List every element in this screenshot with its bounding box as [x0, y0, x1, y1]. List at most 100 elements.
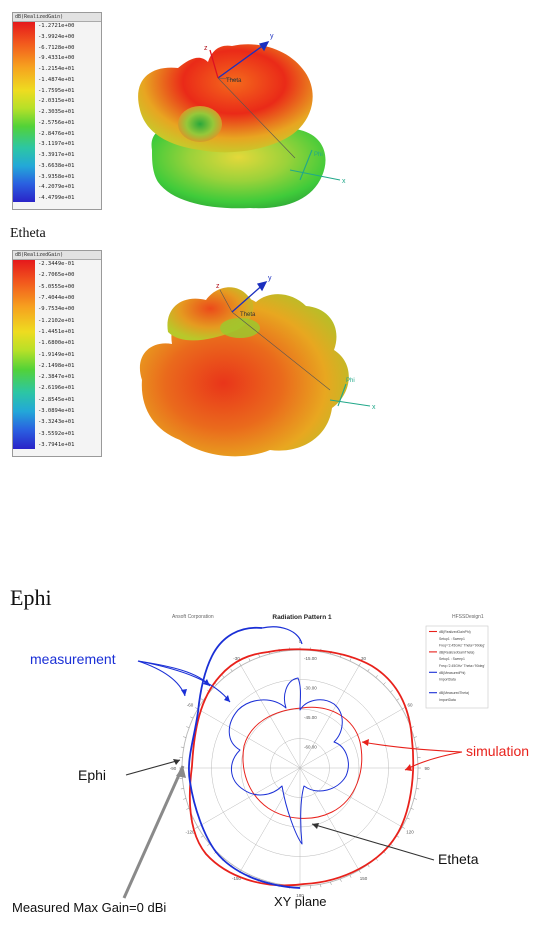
polar-tick — [320, 884, 321, 887]
pattern-legend-entry: Setup1 : Sweep1 — [439, 637, 465, 641]
top-scale-tick: -2.8476e+01 — [38, 131, 101, 137]
annotation-arrows — [124, 661, 462, 898]
top-axis-x-label: x — [342, 178, 346, 185]
top-scale-tick: -1.4874e+01 — [38, 77, 101, 83]
bottom-scale-tick: -3.7941e+01 — [38, 442, 101, 448]
bottom-scale-title: dB(RealizedGain) — [13, 251, 101, 260]
polar-tick — [397, 699, 399, 701]
top-scale-tick: -6.7128e+00 — [38, 45, 101, 51]
top-scale-tick: -4.2079e+01 — [38, 184, 101, 190]
polar-tick — [390, 690, 392, 692]
top-scale-tick: -9.4331e+00 — [38, 55, 101, 61]
max-gain-annotation: Measured Max Gain=0 dBi — [12, 900, 166, 915]
polar-grid — [179, 647, 421, 889]
top-scale-tick: -2.0315e+01 — [38, 98, 101, 104]
bottom-scale-tick: -1.9149e+01 — [38, 352, 101, 358]
polar-tick — [249, 658, 250, 661]
polar-angle-label: 90 — [424, 766, 430, 771]
bottom-scale-tick: -3.5592e+01 — [38, 431, 101, 437]
polar-ring-label: -15.00 — [304, 656, 317, 661]
polar-tick — [402, 708, 405, 710]
bottom-scale-tick: -2.6196e+01 — [38, 385, 101, 391]
top-color-bar — [13, 22, 35, 202]
etheta-annotation: Etheta — [438, 851, 479, 867]
polar-tick — [240, 663, 242, 666]
bottom-gain-scale: dB(RealizedGain) -2.3449e-01-2.7065e+00-… — [12, 250, 102, 457]
top-scale-tick: -2.5756e+01 — [38, 120, 101, 126]
pattern-legend-entry: ImportData — [439, 678, 456, 682]
top-scale-tick: -3.9924e+00 — [38, 34, 101, 40]
top-scale-title: dB(RealizedGain) — [13, 13, 101, 22]
polar-spoke — [241, 768, 300, 870]
polar-tick — [186, 808, 189, 809]
polar-tick — [201, 836, 203, 838]
pattern-legend-entry: dB(RealizedGainPhi) — [439, 630, 471, 634]
polar-angle-label: 120 — [406, 830, 414, 835]
measurement-annotation: measurement — [30, 651, 116, 667]
top-phi-label: Phi — [314, 152, 323, 158]
pattern-legend-entry: dB(RealizedGainTheta) — [439, 650, 474, 654]
polar-tick — [416, 788, 419, 789]
bottom-axis-z-label: z — [216, 283, 220, 290]
polar-tick — [190, 717, 193, 718]
top-scale-tick: -2.3035e+01 — [38, 109, 101, 115]
polar-ring-label: -45.00 — [304, 715, 317, 720]
pattern-legend-entry: dB(MeasuredTheta) — [439, 691, 469, 695]
bottom-scale-tick: -1.6800e+01 — [38, 340, 101, 346]
polar-tick — [407, 818, 410, 819]
pattern-header-left: Ansoft Corporation — [172, 614, 214, 620]
polar-angle-label: 60 — [407, 703, 413, 708]
etheta-section-label: Etheta — [10, 226, 46, 242]
pattern-legend-entry: dB(MeasuredPhi) — [439, 671, 465, 675]
polar-spoke — [198, 709, 300, 768]
polar-tick — [183, 799, 186, 800]
polar-tick — [195, 827, 198, 829]
polar-tick — [259, 654, 260, 657]
annotation-arrowheads — [173, 679, 412, 829]
top-theta-label: Theta — [226, 78, 242, 84]
bottom-scale-tick: -2.3847e+01 — [38, 374, 101, 380]
bottom-phi-label: Phi — [346, 378, 355, 384]
top-scale-tick: -3.9358e+01 — [38, 174, 101, 180]
bottom-axis-y-label: y — [268, 275, 272, 282]
pattern-legend-entry: Freq='2.45GHz' Theta='90deg' — [439, 664, 485, 668]
top-scale-tick: -1.2721e+00 — [38, 23, 101, 29]
top-scale-ticks: -1.2721e+00 -3.9924e+00 -6.7128e+00 -9.4331… — [35, 22, 101, 202]
polar-tick — [368, 865, 370, 867]
polar-tick — [383, 682, 385, 684]
meas-etheta-curve — [229, 678, 348, 844]
polar-tick — [181, 788, 184, 789]
top-scale-tick: -1.7595e+01 — [38, 88, 101, 94]
polar-tick — [376, 675, 378, 677]
radiation-pattern-plot: Ansoft Corporation Radiation Pattern 1 H… — [0, 600, 545, 922]
bottom-color-bar — [13, 260, 35, 449]
polar-tick — [181, 747, 184, 748]
polar-tick — [350, 658, 351, 661]
top-axis-z-label: z — [204, 45, 208, 52]
polar-tick — [414, 737, 417, 738]
bottom-axis-x-label: x — [372, 404, 376, 411]
bottom-scale-tick: -2.8545e+01 — [38, 397, 101, 403]
polar-tick — [402, 827, 405, 829]
polar-tick — [207, 844, 209, 846]
polar-angle-label: -90 — [170, 766, 177, 771]
bottom-3d-pattern: y z x Theta Phi — [120, 270, 390, 470]
top-scale-tick: -4.4799e+01 — [38, 195, 101, 201]
bottom-scale-tick: -3.3243e+01 — [38, 419, 101, 425]
top-scale-tick: -3.1197e+01 — [38, 141, 101, 147]
pattern-legend-entry: Setup1 : Sweep1 — [439, 657, 465, 661]
polar-tick — [359, 663, 361, 666]
polar-tick — [350, 875, 351, 878]
polar-tick — [340, 879, 341, 882]
bottom-scale-tick: -2.1498e+01 — [38, 363, 101, 369]
polar-ring-label: -60.00 — [304, 745, 317, 750]
polar-angle-label: -60 — [187, 703, 194, 708]
top-scale-tick: -3.6638e+01 — [38, 163, 101, 169]
polar-tick — [414, 799, 417, 800]
meas-ephi-curve — [189, 628, 300, 888]
ephi-annotation: Ephi — [78, 767, 106, 783]
polar-tick — [416, 747, 419, 748]
top-3d-pattern: y z x Theta Phi — [100, 10, 390, 220]
polar-spoke — [300, 768, 402, 827]
pattern-legend-entry: Freq='2.45GHz' Theta='90deg' — [439, 644, 485, 648]
